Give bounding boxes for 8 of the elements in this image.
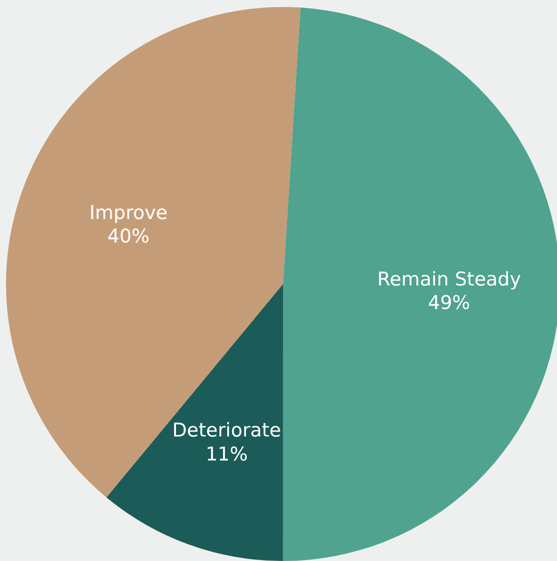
data-label: 49% (428, 292, 470, 314)
data-label: 11% (206, 443, 248, 466)
pie-slice (106, 284, 283, 561)
slice-label: Remain Steady (377, 268, 521, 290)
pie-slice (6, 8, 300, 498)
slice-label: Improve (89, 202, 168, 224)
data-label: 40% (107, 226, 150, 248)
slice-label: Deteriorate (172, 420, 282, 442)
